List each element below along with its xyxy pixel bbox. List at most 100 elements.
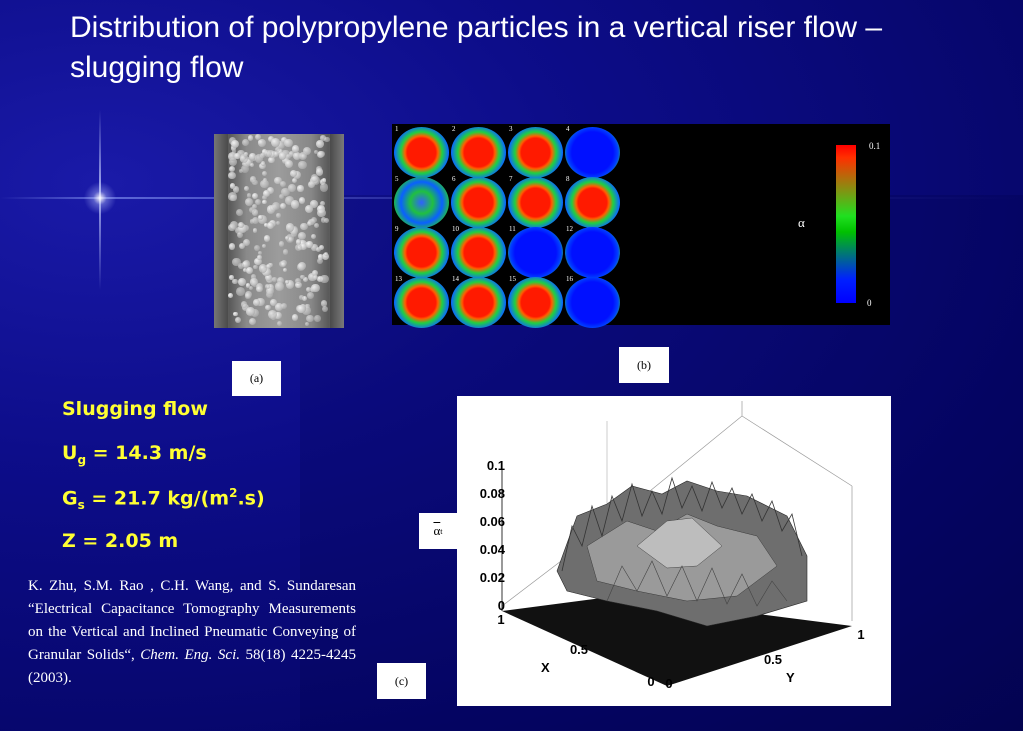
particle bbox=[281, 188, 290, 197]
particle bbox=[228, 223, 236, 231]
particle bbox=[249, 163, 254, 168]
particle bbox=[271, 201, 280, 211]
particle bbox=[290, 170, 298, 178]
particle bbox=[230, 145, 237, 152]
colorbar bbox=[836, 145, 856, 303]
ect-frame-4 bbox=[565, 127, 620, 178]
z-tick-label: 0.06 bbox=[480, 514, 505, 529]
particle bbox=[315, 168, 324, 176]
particle bbox=[298, 160, 307, 170]
particle bbox=[265, 274, 273, 282]
gs-value-pre: = 21.7 kg/(m bbox=[84, 487, 230, 510]
particle bbox=[254, 198, 262, 206]
particle bbox=[272, 277, 277, 282]
particle bbox=[262, 199, 267, 205]
z-tick-label: 0.02 bbox=[480, 570, 505, 585]
gs-symbol: G bbox=[62, 487, 78, 510]
ect-frame-number: 9 bbox=[395, 225, 399, 233]
particle bbox=[253, 228, 258, 233]
ect-frame-15 bbox=[508, 277, 563, 328]
ect-frame-11 bbox=[508, 227, 563, 278]
particle bbox=[241, 261, 249, 269]
ect-frame-16 bbox=[565, 277, 620, 328]
ect-frame-number: 11 bbox=[509, 225, 516, 233]
particle bbox=[243, 268, 248, 273]
particle bbox=[285, 280, 295, 290]
particle bbox=[302, 276, 308, 282]
particle bbox=[265, 304, 271, 311]
particle bbox=[291, 145, 300, 153]
particle bbox=[291, 178, 297, 183]
particle bbox=[271, 137, 280, 147]
riser-photo bbox=[214, 134, 344, 328]
particle bbox=[297, 305, 306, 314]
particle bbox=[260, 180, 269, 189]
particle bbox=[321, 178, 327, 184]
ect-frame-number: 2 bbox=[452, 125, 456, 133]
particle bbox=[280, 137, 287, 144]
particle bbox=[302, 295, 308, 302]
particle bbox=[306, 220, 313, 227]
flow-regime-heading: Slugging flow bbox=[62, 398, 208, 420]
ect-frame-number: 7 bbox=[509, 175, 513, 183]
particle bbox=[302, 146, 312, 156]
y-tick-label: 0 bbox=[665, 676, 672, 691]
particle bbox=[242, 238, 251, 246]
particle bbox=[255, 134, 262, 140]
particle bbox=[254, 257, 263, 266]
particle bbox=[244, 197, 253, 207]
particle bbox=[228, 172, 236, 180]
particle bbox=[270, 299, 277, 306]
particle bbox=[251, 209, 259, 216]
z-tick-label: 0 bbox=[498, 598, 505, 613]
particle bbox=[307, 291, 314, 299]
particle bbox=[311, 283, 320, 293]
particle bbox=[300, 243, 307, 250]
particle bbox=[254, 153, 264, 163]
particle bbox=[284, 280, 289, 285]
particle bbox=[253, 298, 260, 306]
ect-frame-5 bbox=[394, 177, 449, 228]
particle bbox=[228, 293, 234, 299]
particle bbox=[264, 150, 272, 158]
ect-frame-number: 15 bbox=[509, 275, 516, 283]
particle bbox=[298, 197, 305, 204]
particle bbox=[263, 189, 271, 197]
ect-frame-number: 6 bbox=[452, 175, 456, 183]
particle bbox=[310, 174, 319, 182]
particle bbox=[275, 221, 280, 226]
particle bbox=[250, 176, 257, 183]
particle bbox=[256, 255, 262, 261]
particle bbox=[262, 267, 272, 277]
particle bbox=[243, 151, 249, 157]
particle bbox=[244, 157, 254, 166]
particle bbox=[256, 285, 263, 293]
ect-frame-2 bbox=[451, 127, 506, 178]
ect-frame-3 bbox=[508, 127, 563, 178]
particle bbox=[278, 152, 287, 160]
particle bbox=[290, 227, 299, 235]
particle bbox=[253, 264, 258, 270]
ect-frame-number: 10 bbox=[452, 225, 459, 233]
particle bbox=[238, 278, 246, 286]
particle bbox=[249, 317, 257, 326]
gs-superscript: 2 bbox=[229, 486, 238, 500]
particle bbox=[300, 274, 305, 280]
particle bbox=[236, 209, 244, 217]
particle bbox=[258, 215, 268, 224]
particle bbox=[306, 314, 314, 323]
particle bbox=[277, 148, 283, 155]
particle bbox=[324, 136, 330, 143]
particle bbox=[278, 241, 284, 247]
y-tick-label: 0.5 bbox=[764, 652, 782, 667]
particle bbox=[246, 193, 252, 198]
particle bbox=[308, 272, 317, 282]
particle bbox=[238, 168, 244, 174]
particle bbox=[264, 235, 271, 242]
riser-wall-right bbox=[330, 134, 344, 328]
particle bbox=[228, 192, 237, 202]
z-tick-label: 0.1 bbox=[487, 458, 505, 473]
particle bbox=[283, 268, 288, 273]
particle bbox=[286, 153, 291, 159]
particle bbox=[245, 283, 251, 288]
